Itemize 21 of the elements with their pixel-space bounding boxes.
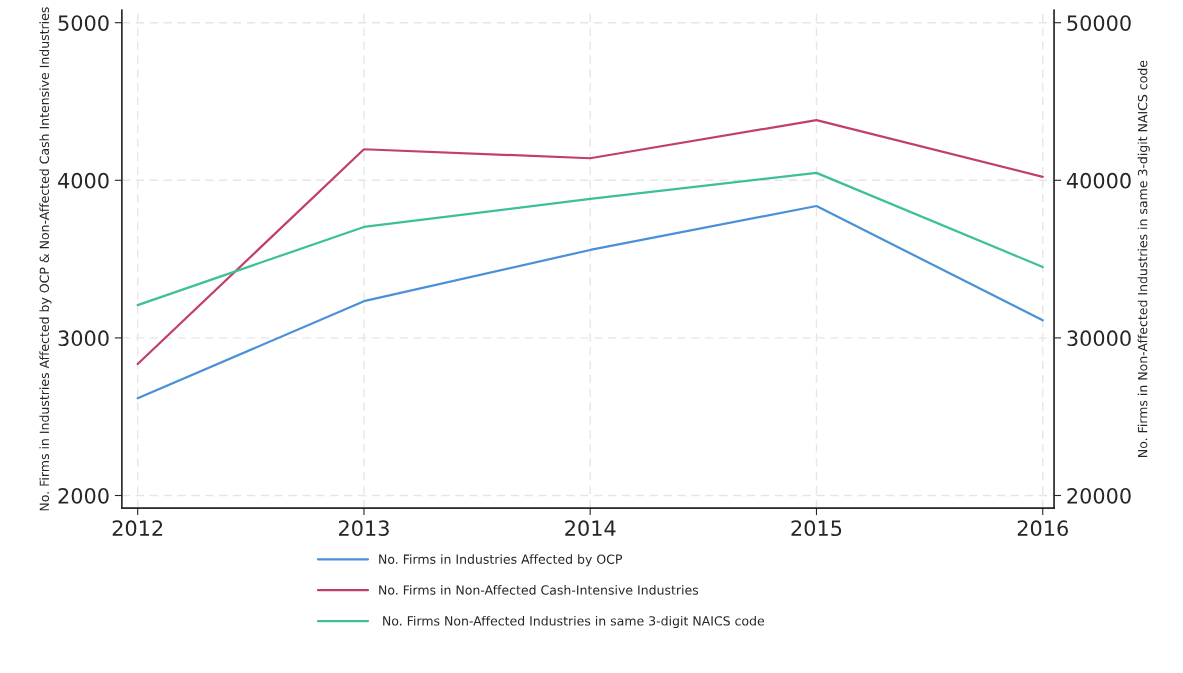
legend-label: No. Firms in Industries Affected by OCP [379, 554, 623, 567]
x-tick-label: 2013 [338, 520, 389, 537]
legend-label: No. Firms Non-Affected Industries in same 3-digit NAICS code [383, 615, 765, 629]
line-series [136, 204, 1044, 400]
line-series [136, 118, 1044, 366]
y2-tick-label: 30000 [1067, 330, 1131, 347]
x-tick-label: 2015 [791, 520, 842, 537]
x-tick-label: 2016 [1017, 520, 1068, 537]
y-tick-label: 4000 [58, 172, 109, 189]
x-tick-label: 2012 [112, 520, 163, 537]
legend-label: No. Firms in Non-Affected Cash-Intensive Industries [379, 585, 699, 595]
y2-tick-label: 50000 [1067, 15, 1131, 31]
y-tick-label: 3000 [58, 330, 109, 347]
y2-tick-label: 20000 [1067, 487, 1131, 504]
y2-axis-title: No. Firms in Non-Affected Industries in same 3-digit NAICS code [1137, 60, 1150, 457]
line-series [136, 171, 1044, 307]
y2-tick-label: 40000 [1066, 172, 1131, 189]
y-axis-title: No. Firms in Industries Affected by OCP & Non-Affected Cash Intensive Industries [39, 7, 52, 511]
y-tick-label: 2000 [58, 487, 109, 504]
y-tick-label: 5000 [58, 15, 109, 31]
x-tick-label: 2014 [565, 520, 616, 537]
